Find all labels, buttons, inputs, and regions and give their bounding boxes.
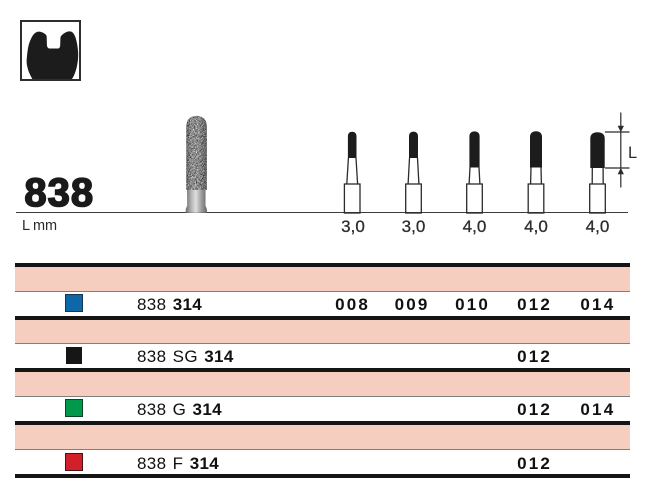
svg-text:L: L bbox=[628, 144, 637, 162]
